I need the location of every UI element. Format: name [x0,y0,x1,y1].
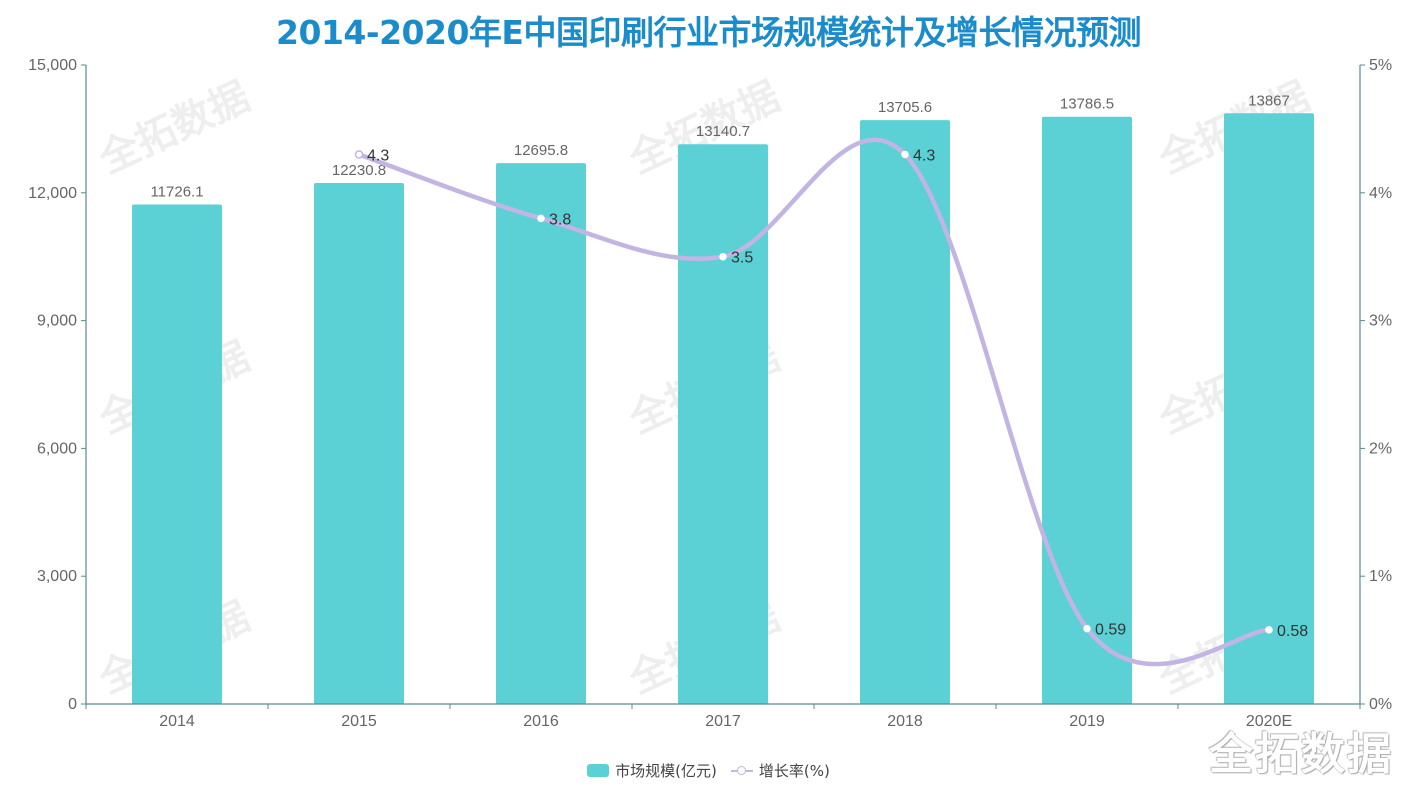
y-left-tick-label: 6,000 [37,440,77,457]
bar-data-label: 13705.6 [878,99,932,116]
legend-item-market-size[interactable]: 市场规模(亿元) [587,760,717,781]
y-left-tick-label: 0 [68,696,77,713]
watermark-text: 全拓数据 [91,74,256,184]
line-point [1083,624,1091,633]
growth-rate-line [356,137,1272,667]
line-data-label: 4.3 [913,147,935,164]
bar [1042,116,1132,705]
line-data-label: 3.5 [731,250,753,267]
legend-label: 增长率(%) [758,762,830,780]
y-right-tick-label: 3% [1369,313,1392,330]
line-data-label: 0.58 [1277,623,1308,640]
y-left-tick-label: 15,000 [28,57,77,74]
bar-data-label: 12695.8 [514,142,568,159]
x-tick-label: 2016 [523,713,559,730]
line-point [354,150,364,159]
chart-title: 2014-2020年E中国印刷行业市场规模统计及增长情况预测 [276,13,1141,52]
y-left-tick-label: 9,000 [37,313,77,330]
x-tick-label: 2015 [341,713,377,730]
bar [314,182,404,705]
line-data-label: 0.59 [1095,622,1126,639]
line-data-label: 3.8 [549,211,571,228]
line-point [719,252,727,261]
line-point [901,150,909,159]
x-tick-label: 2014 [159,713,195,730]
line-data-label: 4.3 [367,147,389,164]
axes: 0 3,000 6,000 9,000 12,000 15,000 0% 1% 2% 3% 4% 5%… [28,57,1392,730]
bar-data-label: 13140.7 [696,123,750,140]
bar [132,204,222,704]
bar-data-label: 13786.5 [1060,96,1114,113]
line-point [1265,626,1273,634]
bar [678,144,768,704]
legend-line-swatch-icon [730,764,753,777]
y-left-tick-label: 3,000 [37,568,77,585]
brand-watermark: 全拓数据 [1209,729,1393,780]
y-right-tick-label: 1% [1369,568,1392,585]
bar-data-label: 12230.8 [332,162,386,179]
bar [496,163,586,704]
legend-item-growth-rate[interactable]: 增长率(%) [730,760,830,781]
bar [1224,113,1314,704]
y-right-tick-label: 2% [1369,440,1392,457]
y-right-tick-label: 4% [1369,185,1392,202]
line-series: 4.3 3.8 3.5 4.3 0.59 0.58 [354,137,1308,667]
bar-data-labels: 11726.1 12230.8 12695.8 13140.7 13705.6 13786… [150,92,1289,200]
bar-data-label: 11726.1 [150,183,203,200]
x-tick-label: 2018 [887,713,923,730]
bar-series [132,113,1314,705]
x-tick-label: 2019 [1069,713,1105,730]
bar-data-label: 13867 [1248,92,1290,109]
legend: 市场规模(亿元) 增长率(%) [0,760,1417,781]
bar [860,120,950,705]
x-tick-label: 2020E [1246,713,1292,730]
x-tick-label: 2017 [705,713,741,730]
line-point [537,214,545,223]
legend-label: 市场规模(亿元) [615,762,717,780]
y-left-tick-label: 12,000 [28,185,77,202]
y-right-tick-label: 0% [1369,696,1392,713]
y-right-tick-label: 5% [1369,57,1392,74]
legend-bar-swatch-icon [587,764,610,777]
